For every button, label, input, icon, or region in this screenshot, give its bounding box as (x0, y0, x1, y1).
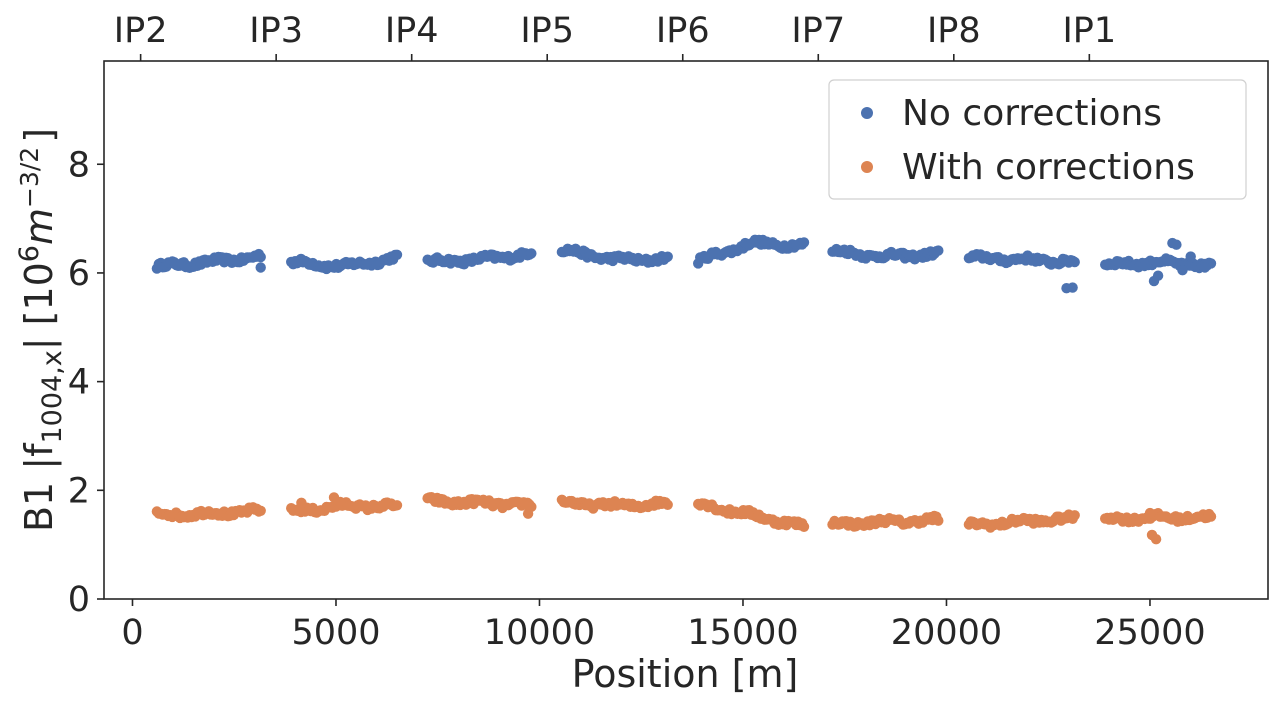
top-tick-label: IP5 (520, 11, 574, 51)
x-tick-label: 25000 (1094, 613, 1205, 653)
data-point (1177, 265, 1188, 276)
y-tick-label: 8 (68, 145, 90, 185)
x-tick-label: 5000 (291, 613, 380, 653)
data-point (929, 510, 940, 522)
legend: No corrections With corrections (828, 79, 1247, 200)
x-axis-title: Position [m] (572, 652, 799, 696)
data-point (933, 245, 944, 256)
data-point (296, 497, 307, 508)
top-tick-label: IP7 (791, 11, 845, 51)
legend-label-with-corrections: With corrections (902, 147, 1195, 188)
data-point (391, 500, 403, 511)
data-point (1069, 510, 1080, 521)
y-axis: 0 2 4 6 8 (68, 145, 104, 620)
y-axis-title-mid: | [10 (17, 262, 62, 350)
y-tick-label: 6 (68, 254, 90, 294)
x-tick-label: 10000 (484, 613, 595, 653)
top-tick-label: IP6 (656, 11, 710, 51)
data-point (1205, 511, 1217, 522)
data-point (526, 248, 537, 259)
y-axis-title-unit: m (17, 208, 61, 245)
data-point (255, 505, 266, 516)
y-axis-title: B1 |f1004,x| [106m−3/2] (14, 128, 68, 532)
data-point (798, 521, 810, 532)
plot-frame (103, 60, 1269, 600)
data-point (1150, 534, 1162, 545)
data-point (1144, 507, 1156, 519)
legend-label-no-corrections: No corrections (902, 93, 1162, 134)
data-point (255, 251, 266, 263)
legend-box (828, 79, 1247, 200)
y-axis-title-sup2: −3/2 (15, 147, 44, 208)
legend-marker-no-corrections (861, 107, 873, 119)
y-axis-title-subscript: 1004,x (37, 350, 68, 443)
data-point (1067, 282, 1078, 293)
data-point (1069, 256, 1080, 268)
top-axis: IP2 IP3 IP4 IP5 IP6 IP7 IP8 IP1 (114, 11, 1116, 61)
x-axis: 0 5000 10000 15000 20000 25000 (121, 599, 1206, 653)
data-point (328, 492, 340, 503)
series-1 (151, 492, 1217, 545)
data-point (1199, 262, 1211, 273)
data-point (1185, 251, 1196, 262)
x-tick-label: 15000 (687, 613, 798, 653)
y-axis-title-suffix: ] (17, 128, 61, 143)
top-tick-label: IP4 (385, 11, 439, 51)
x-tick-label: 20000 (891, 613, 1002, 653)
data-point (1152, 270, 1164, 281)
data-point (522, 508, 534, 519)
y-axis-title-sup1: 6 (14, 245, 45, 262)
data-point (1171, 239, 1182, 250)
x-tick-label: 0 (121, 613, 143, 653)
legend-marker-with-corrections (861, 161, 873, 173)
data-point (798, 237, 810, 248)
y-tick-label: 2 (68, 471, 90, 511)
data-point (662, 499, 673, 510)
data-point (391, 249, 403, 260)
y-axis-title-prefix: B1 |f (17, 442, 62, 532)
top-tick-label: IP8 (927, 11, 981, 51)
data-point (662, 251, 673, 262)
top-tick-label: IP2 (114, 11, 168, 51)
y-tick-label: 4 (68, 363, 90, 403)
top-tick-label: IP3 (249, 11, 303, 51)
top-tick-label: IP1 (1062, 11, 1116, 51)
y-tick-label: 0 (68, 580, 90, 620)
series-0 (151, 234, 1217, 294)
data-point (255, 262, 266, 273)
points-layer (151, 234, 1217, 545)
